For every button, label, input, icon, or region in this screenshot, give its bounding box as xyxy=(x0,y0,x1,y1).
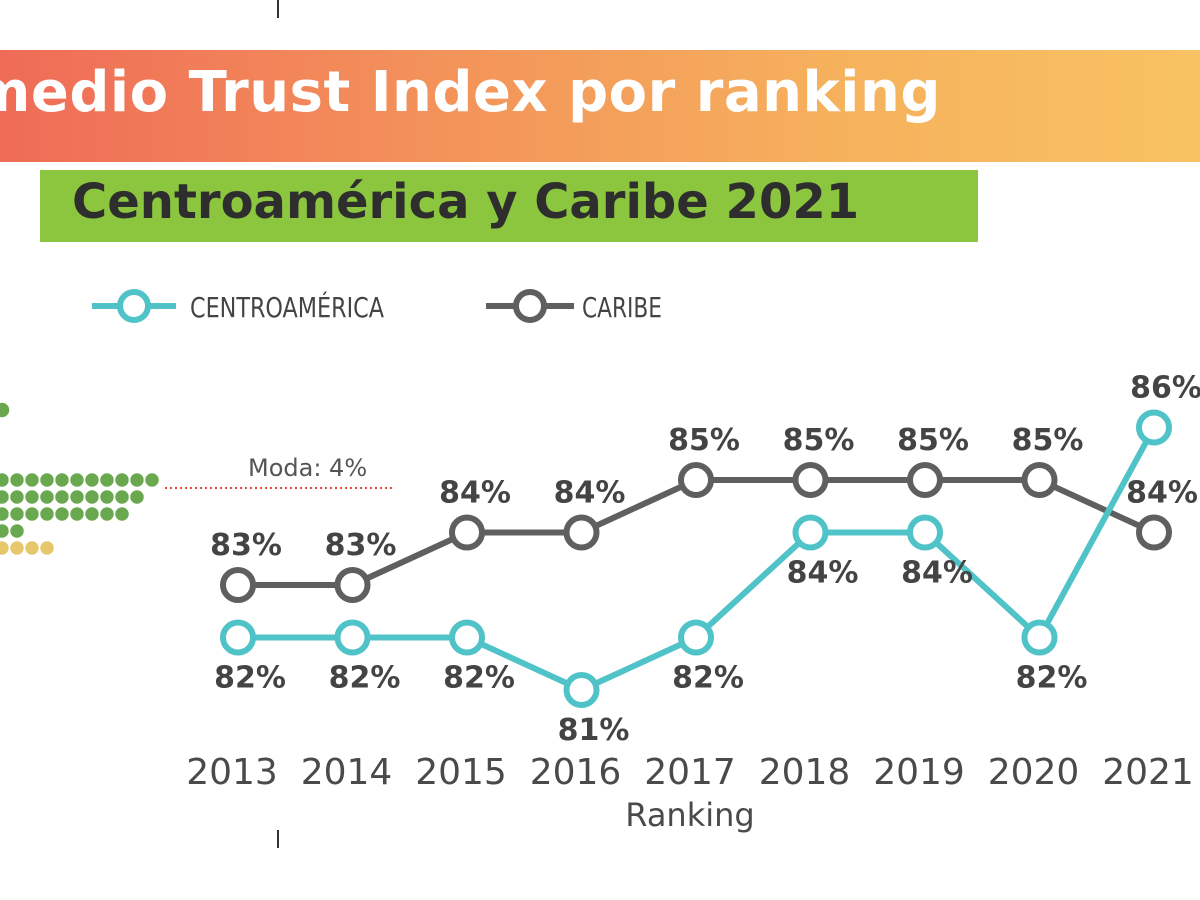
cluster-dot xyxy=(68,471,86,489)
data-point-caribe xyxy=(1021,462,1058,498)
data-point-centroamerica xyxy=(792,514,829,551)
x-tick-label: 2018 xyxy=(759,752,851,793)
legend-marker-centroamerica xyxy=(117,289,151,323)
data-label-centroamerica: 86% xyxy=(1130,371,1200,406)
x-tick-label: 2019 xyxy=(873,752,965,793)
data-point-centroamerica xyxy=(1136,409,1172,446)
data-point-caribe xyxy=(907,462,943,498)
cluster-dot xyxy=(8,522,26,540)
cluster-dot xyxy=(53,471,71,489)
cluster-dot xyxy=(83,488,101,506)
data-label-caribe: 85% xyxy=(897,423,969,458)
cluster-dot xyxy=(53,505,71,523)
cluster-dot xyxy=(83,505,101,523)
crop-tick-bottom xyxy=(277,830,279,848)
data-point-caribe xyxy=(220,567,256,603)
legend-label-centroamerica: CENTROAMÉRICA xyxy=(190,290,385,324)
cluster-dot xyxy=(0,539,11,557)
data-point-centroamerica xyxy=(449,619,485,656)
cluster-dot xyxy=(38,488,56,506)
data-point-caribe xyxy=(449,514,485,551)
x-tick-label: 2021 xyxy=(1102,752,1194,793)
x-tick-label: 2016 xyxy=(530,752,622,793)
data-point-caribe xyxy=(792,462,829,498)
data-label-centroamerica: 84% xyxy=(901,556,973,591)
cluster-dot xyxy=(8,471,26,489)
data-point-centroamerica xyxy=(678,619,714,656)
chart-title: medio Trust Index por ranking xyxy=(0,60,941,125)
data-label-centroamerica: 82% xyxy=(329,661,401,696)
cluster-dot xyxy=(23,505,41,523)
title-banner xyxy=(0,50,1200,162)
data-label-caribe: 85% xyxy=(783,423,855,458)
x-tick-label: 2015 xyxy=(415,752,507,793)
cluster-dot xyxy=(113,505,131,523)
x-tick-label: 2013 xyxy=(186,752,278,793)
data-label-caribe: 84% xyxy=(1126,476,1198,511)
x-tick-label: 2020 xyxy=(988,752,1080,793)
x-tick-label: 2017 xyxy=(644,752,736,793)
cluster-dot xyxy=(23,539,41,557)
data-label-caribe: 83% xyxy=(210,528,282,563)
cluster-dot xyxy=(53,488,71,506)
cluster-dot xyxy=(98,471,116,489)
legend-marker-caribe xyxy=(513,289,547,323)
data-label-centroamerica: 82% xyxy=(443,661,515,696)
data-point-centroamerica xyxy=(563,672,600,708)
cluster-dot xyxy=(8,539,26,557)
data-label-centroamerica: 82% xyxy=(214,661,286,696)
cluster-dot xyxy=(143,471,161,489)
cluster-dot xyxy=(68,488,86,506)
data-label-centroamerica: 81% xyxy=(558,713,630,748)
data-point-centroamerica xyxy=(220,619,256,656)
data-point-centroamerica xyxy=(1021,619,1058,656)
subtitle-banner xyxy=(40,170,978,242)
data-label-caribe: 85% xyxy=(668,423,740,458)
crop-tick-top xyxy=(277,0,279,18)
data-point-centroamerica xyxy=(907,514,943,551)
cluster-dot xyxy=(113,488,131,506)
cluster-dot xyxy=(0,522,11,540)
data-label-caribe: 83% xyxy=(325,528,397,563)
cluster-dot xyxy=(113,471,131,489)
cluster-dot xyxy=(128,488,146,506)
cluster-dot xyxy=(0,401,11,419)
data-label-centroamerica: 84% xyxy=(787,556,859,591)
cluster-dot xyxy=(23,471,41,489)
data-point-caribe xyxy=(334,567,371,603)
cluster-dot xyxy=(98,505,116,523)
data-label-caribe: 84% xyxy=(554,476,626,511)
data-point-caribe xyxy=(1136,514,1172,551)
cluster-dot xyxy=(0,471,11,489)
cluster-dot xyxy=(8,505,26,523)
data-label-caribe: 85% xyxy=(1012,423,1084,458)
cluster-dot xyxy=(83,471,101,489)
cluster-dot xyxy=(128,471,146,489)
data-point-centroamerica xyxy=(334,619,371,656)
cluster-dot xyxy=(68,505,86,523)
cluster-dot xyxy=(38,505,56,523)
legend-label-caribe: CARIBE xyxy=(582,291,662,324)
cluster-dot xyxy=(23,488,41,506)
moda-label: Moda: 4% xyxy=(248,454,367,482)
x-tick-label: 2014 xyxy=(301,752,393,793)
cluster-dot xyxy=(8,488,26,506)
data-point-caribe xyxy=(678,462,714,498)
cluster-dot xyxy=(38,471,56,489)
data-label-caribe: 84% xyxy=(439,476,511,511)
data-label-centroamerica: 82% xyxy=(672,661,744,696)
cluster-dot xyxy=(38,539,56,557)
cluster-dot xyxy=(98,488,116,506)
cluster-dot xyxy=(0,505,11,523)
x-axis-label: Ranking xyxy=(625,796,754,834)
cluster-dot xyxy=(0,488,11,506)
chart-subtitle: Centroamérica y Caribe 2021 xyxy=(72,174,860,230)
data-point-caribe xyxy=(563,514,600,551)
data-label-centroamerica: 82% xyxy=(1016,661,1088,696)
